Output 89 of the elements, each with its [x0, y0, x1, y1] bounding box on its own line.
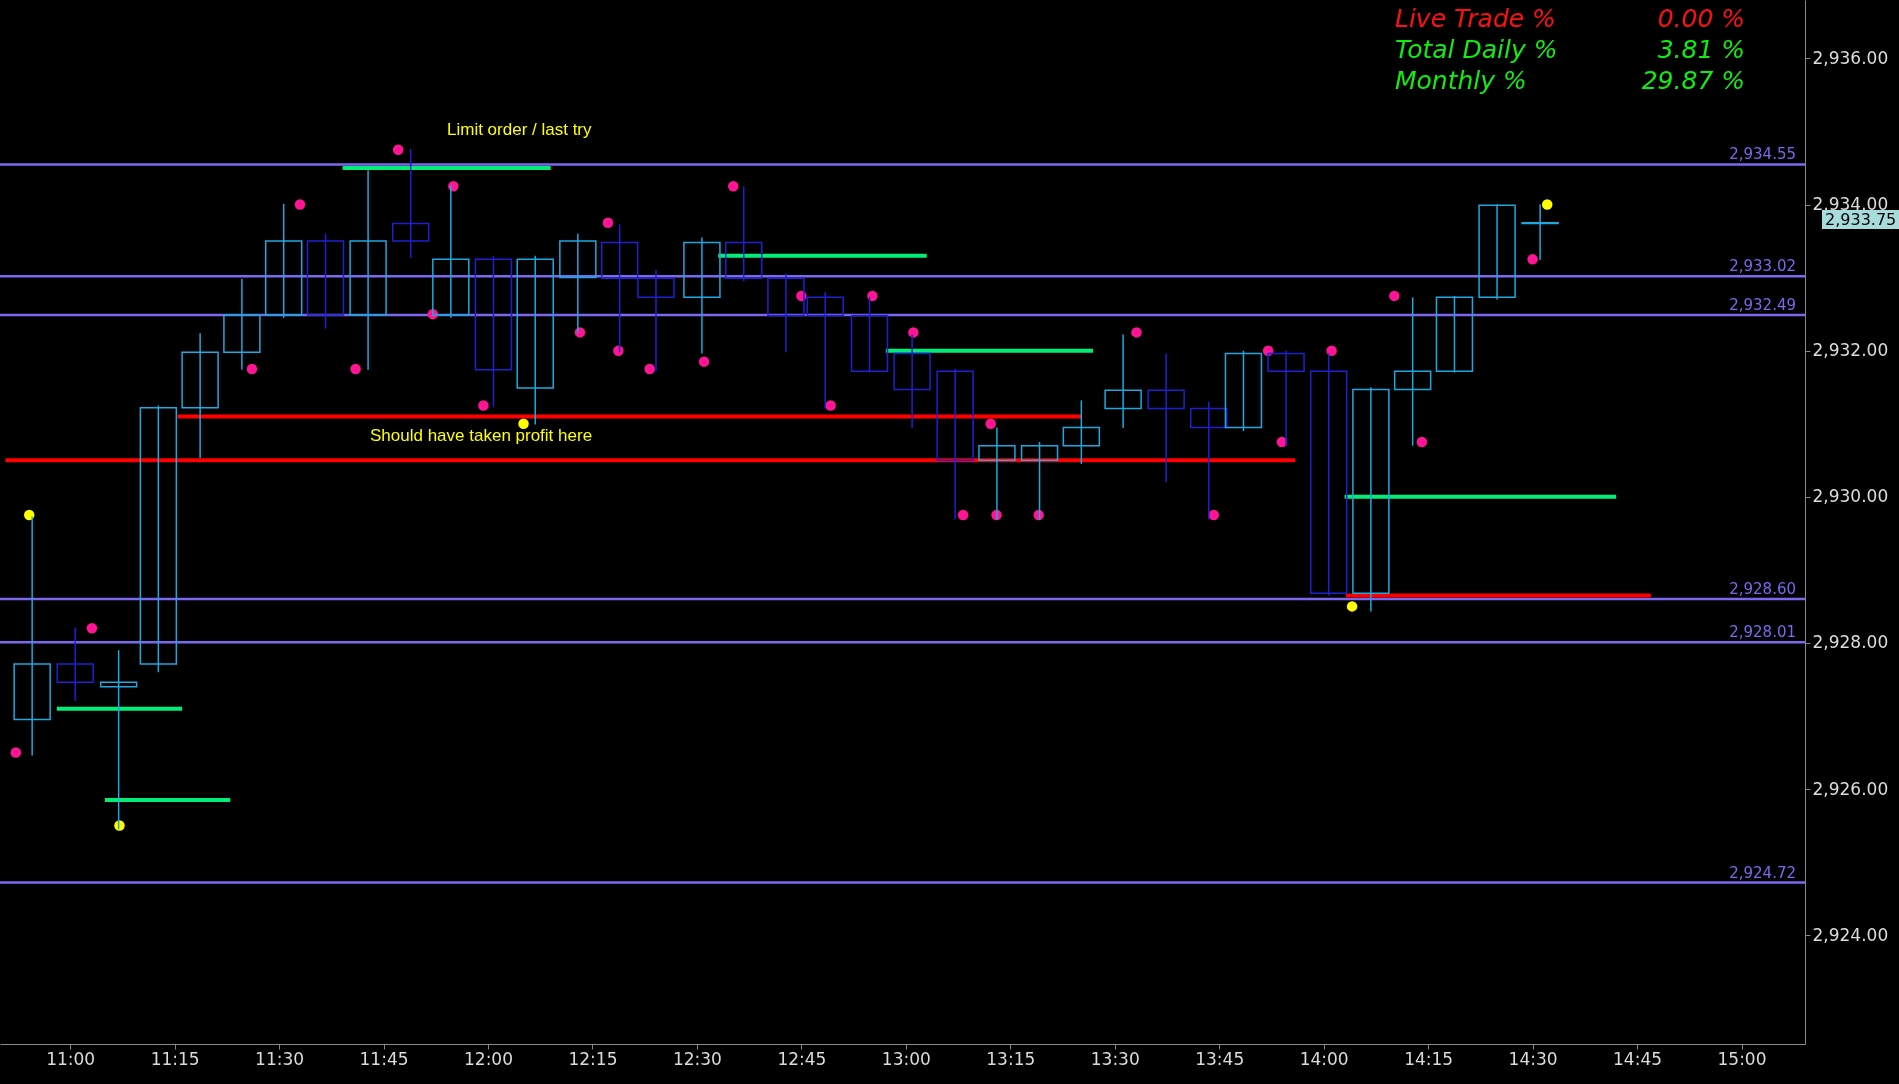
candlestick: [1104, 333, 1142, 429]
y-tick-label: 2,924.00: [1812, 924, 1889, 945]
candlestick: [181, 332, 219, 459]
point: [1326, 345, 1337, 356]
candlestick: [1435, 295, 1474, 374]
point: [613, 345, 624, 356]
point: [985, 418, 996, 429]
x-tick-label: 14:30: [1508, 1048, 1558, 1069]
point: [1541, 199, 1553, 210]
y-tick-label: 2,928.00: [1812, 632, 1889, 653]
x-tick-label: 14:00: [1299, 1048, 1349, 1069]
ref-line-label: 2,924.72: [1729, 863, 1796, 882]
candlestick: [1309, 352, 1348, 597]
candlestick: [683, 236, 721, 355]
x-tick-label: 12:45: [777, 1048, 827, 1069]
point: [908, 327, 919, 338]
point: [114, 820, 125, 831]
candlestick: [724, 185, 763, 283]
x-tick-label: 14:15: [1404, 1048, 1454, 1069]
point: [246, 363, 258, 375]
annotation: 0.00 %: [1656, 4, 1745, 33]
x-tick-label: 12:30: [672, 1048, 722, 1069]
point: [1346, 601, 1358, 612]
x-tick-label: 12:00: [464, 1048, 514, 1069]
x-tick-label: 12:15: [568, 1048, 618, 1069]
point: [392, 144, 404, 155]
point: [1416, 436, 1428, 448]
x-tick-label: 13:30: [1090, 1048, 1140, 1069]
annotation: Live Trade %: [1395, 4, 1557, 33]
point: [1389, 290, 1400, 302]
candlestick: [1393, 296, 1432, 447]
point: [294, 199, 306, 210]
candlestick: [391, 148, 430, 259]
candlestick: [264, 203, 303, 319]
point: [10, 747, 22, 758]
point: [698, 356, 710, 367]
point: [644, 363, 655, 375]
candlestick: [1478, 203, 1516, 301]
candlestick: [139, 404, 178, 673]
annotation: 29.87 %: [1640, 66, 1745, 95]
point: [825, 400, 836, 411]
candlestick: [516, 254, 554, 426]
x-tick-label: 13:00: [881, 1048, 931, 1069]
ref-line-label: 2,934.55: [1729, 145, 1796, 164]
point: [478, 400, 489, 411]
candlestick: [1224, 349, 1263, 432]
y-tick-label: 2,936.00: [1812, 47, 1889, 68]
candlestick: [1062, 399, 1101, 465]
candlestick: [1521, 203, 1559, 261]
y-tick-label: 2,930.00: [1812, 486, 1889, 507]
y-tick-label: 2,926.00: [1812, 778, 1889, 799]
x-tick-label: 15:00: [1717, 1048, 1767, 1069]
candlestick: [306, 233, 345, 330]
point: [1527, 254, 1538, 265]
candlestick: [1147, 352, 1185, 483]
annotation: 3.81 %: [1656, 35, 1745, 64]
annotation: Limit order / last try: [446, 120, 593, 140]
candlestick: [349, 169, 387, 371]
point: [602, 217, 614, 229]
ref-line-label: 2,933.02: [1729, 257, 1796, 276]
ref-line-label: 2,928.60: [1729, 580, 1796, 599]
point: [518, 418, 529, 429]
candlestick: [850, 296, 889, 374]
candlestick: [1190, 401, 1228, 521]
candlestick: [474, 254, 513, 408]
annotation: Total Daily %: [1395, 35, 1559, 64]
annotation: Should have taken profit here: [369, 426, 594, 446]
point: [728, 181, 739, 192]
text: 2,933.75: [1822, 210, 1899, 229]
y-tick-label: 2,932.00: [1812, 340, 1889, 361]
point: [867, 290, 878, 302]
point: [957, 509, 969, 521]
candlestick: [223, 278, 261, 371]
x-tick-label: 14:45: [1613, 1048, 1663, 1069]
x-tick-label: 13:15: [986, 1048, 1036, 1069]
x-tick-label: 11:00: [46, 1048, 96, 1069]
annotation: Monthly %: [1395, 66, 1528, 95]
ref-line-label: 2,932.49: [1729, 295, 1796, 314]
x-tick-label: 11:15: [150, 1048, 200, 1069]
point: [1131, 327, 1142, 338]
point: [86, 623, 98, 634]
point: [350, 363, 361, 375]
ref-line-label: 2,928.01: [1729, 623, 1796, 642]
x-tick-label: 11:45: [359, 1048, 409, 1069]
candlestick: [99, 649, 138, 830]
point: [23, 509, 35, 521]
candlestick: [936, 368, 974, 521]
x-tick-label: 13:45: [1195, 1048, 1245, 1069]
x-tick-label: 11:30: [255, 1048, 305, 1069]
